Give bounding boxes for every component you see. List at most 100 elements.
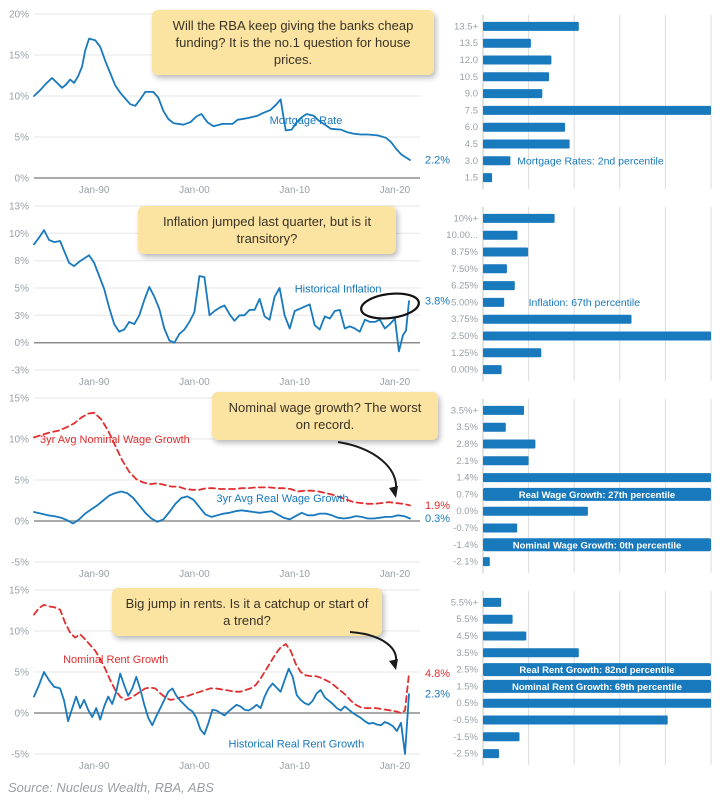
- category-label: 13.5+: [454, 21, 478, 32]
- mortgage-rate-label: Mortgage Rate: [270, 115, 343, 127]
- y-tick-label: 3%: [15, 311, 30, 322]
- category-label: 12.0: [460, 55, 479, 66]
- sticky-note-rents: Big jump in rents. Is it a catchup or st…: [112, 588, 382, 637]
- category-label: 13.5: [460, 38, 479, 49]
- inflation-histogram: 10%+ 10.00... 8.75% 7.50% 6.25% 5.00% 3.75% 2.5…: [446, 207, 712, 381]
- x-tick-label: Jan-10: [279, 377, 310, 388]
- category-label: -0.5%: [453, 715, 478, 726]
- bar-0-5: [483, 698, 711, 708]
- 3yr-avg-real-wage-growth-label: 3yr Avg Real Wage Growth: [217, 493, 349, 505]
- category-label: 5.5%: [456, 614, 478, 625]
- bar-5-00: [483, 297, 505, 307]
- x-tick-label: Jan-20: [380, 761, 411, 772]
- bar-12-0: [483, 55, 552, 65]
- sticky-note-inflation: Inflation jumped last quarter, but is it…: [138, 206, 396, 255]
- y-tick-label: 5%: [15, 133, 30, 144]
- category-label: 5.00%: [451, 297, 478, 308]
- x-tick-label: Jan-00: [179, 569, 210, 580]
- bar-8-75: [483, 247, 529, 257]
- source-footer: Source: Nucleus Wealth, RBA, ABS: [8, 780, 214, 795]
- x-tick-label: Jan-20: [380, 377, 411, 388]
- category-label: -0.7%: [453, 523, 478, 534]
- category-label: 2.1%: [456, 456, 478, 467]
- rent-growth-line: -5% 0% 5% 10% 15% Jan-90 Jan-00 Jan-10 Jan-20 4.8…: [9, 586, 450, 773]
- category-label: 10.5: [460, 72, 479, 83]
- category-label: 3.5%+: [451, 405, 479, 416]
- y-tick-label: 8%: [15, 256, 30, 267]
- 3yr-avg-real-wage-growth-line: [33, 490, 411, 525]
- bar-5-5: [483, 614, 513, 624]
- bar-2-8: [483, 439, 536, 449]
- bar-3-0: [483, 156, 511, 166]
- bar-7-5: [483, 105, 711, 115]
- nominal-rent-growth-line: [33, 603, 410, 714]
- banner-label: Nominal Rent Growth: 69th percentile: [512, 682, 682, 693]
- x-tick-label: Jan-90: [79, 377, 110, 388]
- inflation-histogram-panel: 10%+ 10.00... 8.75% 7.50% 6.25% 5.00% 3.75% 2.5…: [446, 198, 723, 390]
- bar-10: [483, 213, 555, 223]
- y-tick-label: -5%: [11, 558, 29, 569]
- historical-inflation-end-value: 3.8%: [425, 296, 450, 308]
- bar-7-50: [483, 264, 507, 274]
- bar-4-5: [483, 139, 570, 149]
- category-label: 0.7%: [456, 489, 478, 500]
- axes: -3% 0% 3% 5% 8% 10% 13% Jan-90 Jan-00 Jan-10 Jan-2…: [9, 202, 420, 388]
- category-label: 4.5%: [456, 631, 478, 642]
- y-tick-label: 10%: [9, 92, 29, 103]
- bar-13-5: [483, 21, 579, 31]
- category-label: 1.25%: [451, 348, 478, 359]
- sticky-note-wages: Nominal wage growth? The worst on record…: [212, 392, 438, 441]
- bar-2-5: [483, 749, 499, 759]
- banner-real-wage-growth-27th-percentile: [483, 487, 711, 501]
- category-label: 3.75%: [451, 314, 478, 325]
- banner-real-rent-growth-82nd-percentile: [483, 663, 711, 677]
- mortgage-rate-histogram-panel: 13.5+ 13.5 12.0 10.5 9.0 7.5 6.0 4.5 3.0 1.5 Mortg…: [454, 6, 723, 198]
- bar-5-5: [483, 597, 502, 607]
- bar-3-5: [483, 405, 524, 415]
- x-tick-label: Jan-90: [79, 569, 110, 580]
- bar-9-0: [483, 89, 543, 99]
- y-tick-label: 15%: [9, 586, 29, 597]
- bar-0-7: [483, 523, 518, 533]
- bar-10-00: [483, 230, 518, 240]
- sticky-note-mortgage: Will the RBA keep giving the banks cheap…: [152, 10, 434, 76]
- banner-label: Real Rent Growth: 82nd percentile: [519, 665, 674, 676]
- mortgage-rate-histogram: 13.5+ 13.5 12.0 10.5 9.0 7.5 6.0 4.5 3.0 1.5 Mortg…: [454, 15, 712, 189]
- bar-2-1: [483, 557, 490, 567]
- y-tick-label: 0%: [15, 174, 30, 185]
- y-tick-label: 5%: [15, 476, 30, 487]
- bar-0-5: [483, 715, 668, 725]
- x-tick-label: Jan-00: [179, 185, 210, 196]
- category-label: -2.1%: [453, 557, 478, 568]
- historical-real-rent-growth-end-value: 2.3%: [425, 689, 450, 701]
- bar-2-1: [483, 456, 529, 466]
- nominal-rent-growth-end-value: 4.8%: [425, 668, 450, 680]
- x-tick-label: Jan-00: [179, 377, 210, 388]
- row-wages: -5% 0% 5% 10% 15% Jan-90 Jan-00 Jan-10 Jan-20 1.9…: [0, 390, 723, 582]
- row-inflation: -3% 0% 3% 5% 8% 10% 13% Jan-90 Jan-00 Jan-10 Jan-2…: [0, 198, 723, 390]
- x-tick-label: Jan-20: [380, 185, 411, 196]
- y-tick-label: 5%: [15, 668, 30, 679]
- y-tick-label: 10%: [9, 435, 29, 446]
- bars: [483, 21, 711, 183]
- bar-6-0: [483, 122, 566, 132]
- y-tick-label: 0%: [15, 709, 30, 720]
- x-tick-label: Jan-90: [79, 185, 110, 196]
- bar-1-25: [483, 348, 542, 358]
- bar-3-5: [483, 422, 506, 432]
- bar-0-0: [483, 506, 588, 516]
- category-label: 0.00%: [451, 365, 478, 376]
- bar-10-5: [483, 72, 550, 82]
- category-label: 3.0: [465, 156, 478, 167]
- y-tick-label: 10%: [9, 627, 29, 638]
- category-label: 10.00...: [446, 230, 478, 241]
- historical-inflation-label: Historical Inflation: [295, 283, 382, 295]
- bar-3-75: [483, 314, 632, 324]
- x-tick-label: Jan-10: [279, 185, 310, 196]
- bars: [483, 213, 711, 375]
- category-label: 3.5%: [456, 422, 478, 433]
- bar-13-5: [483, 38, 531, 48]
- y-tick-label: 15%: [9, 394, 29, 405]
- bar-1-4: [483, 473, 711, 483]
- y-tick-label: 13%: [9, 202, 29, 213]
